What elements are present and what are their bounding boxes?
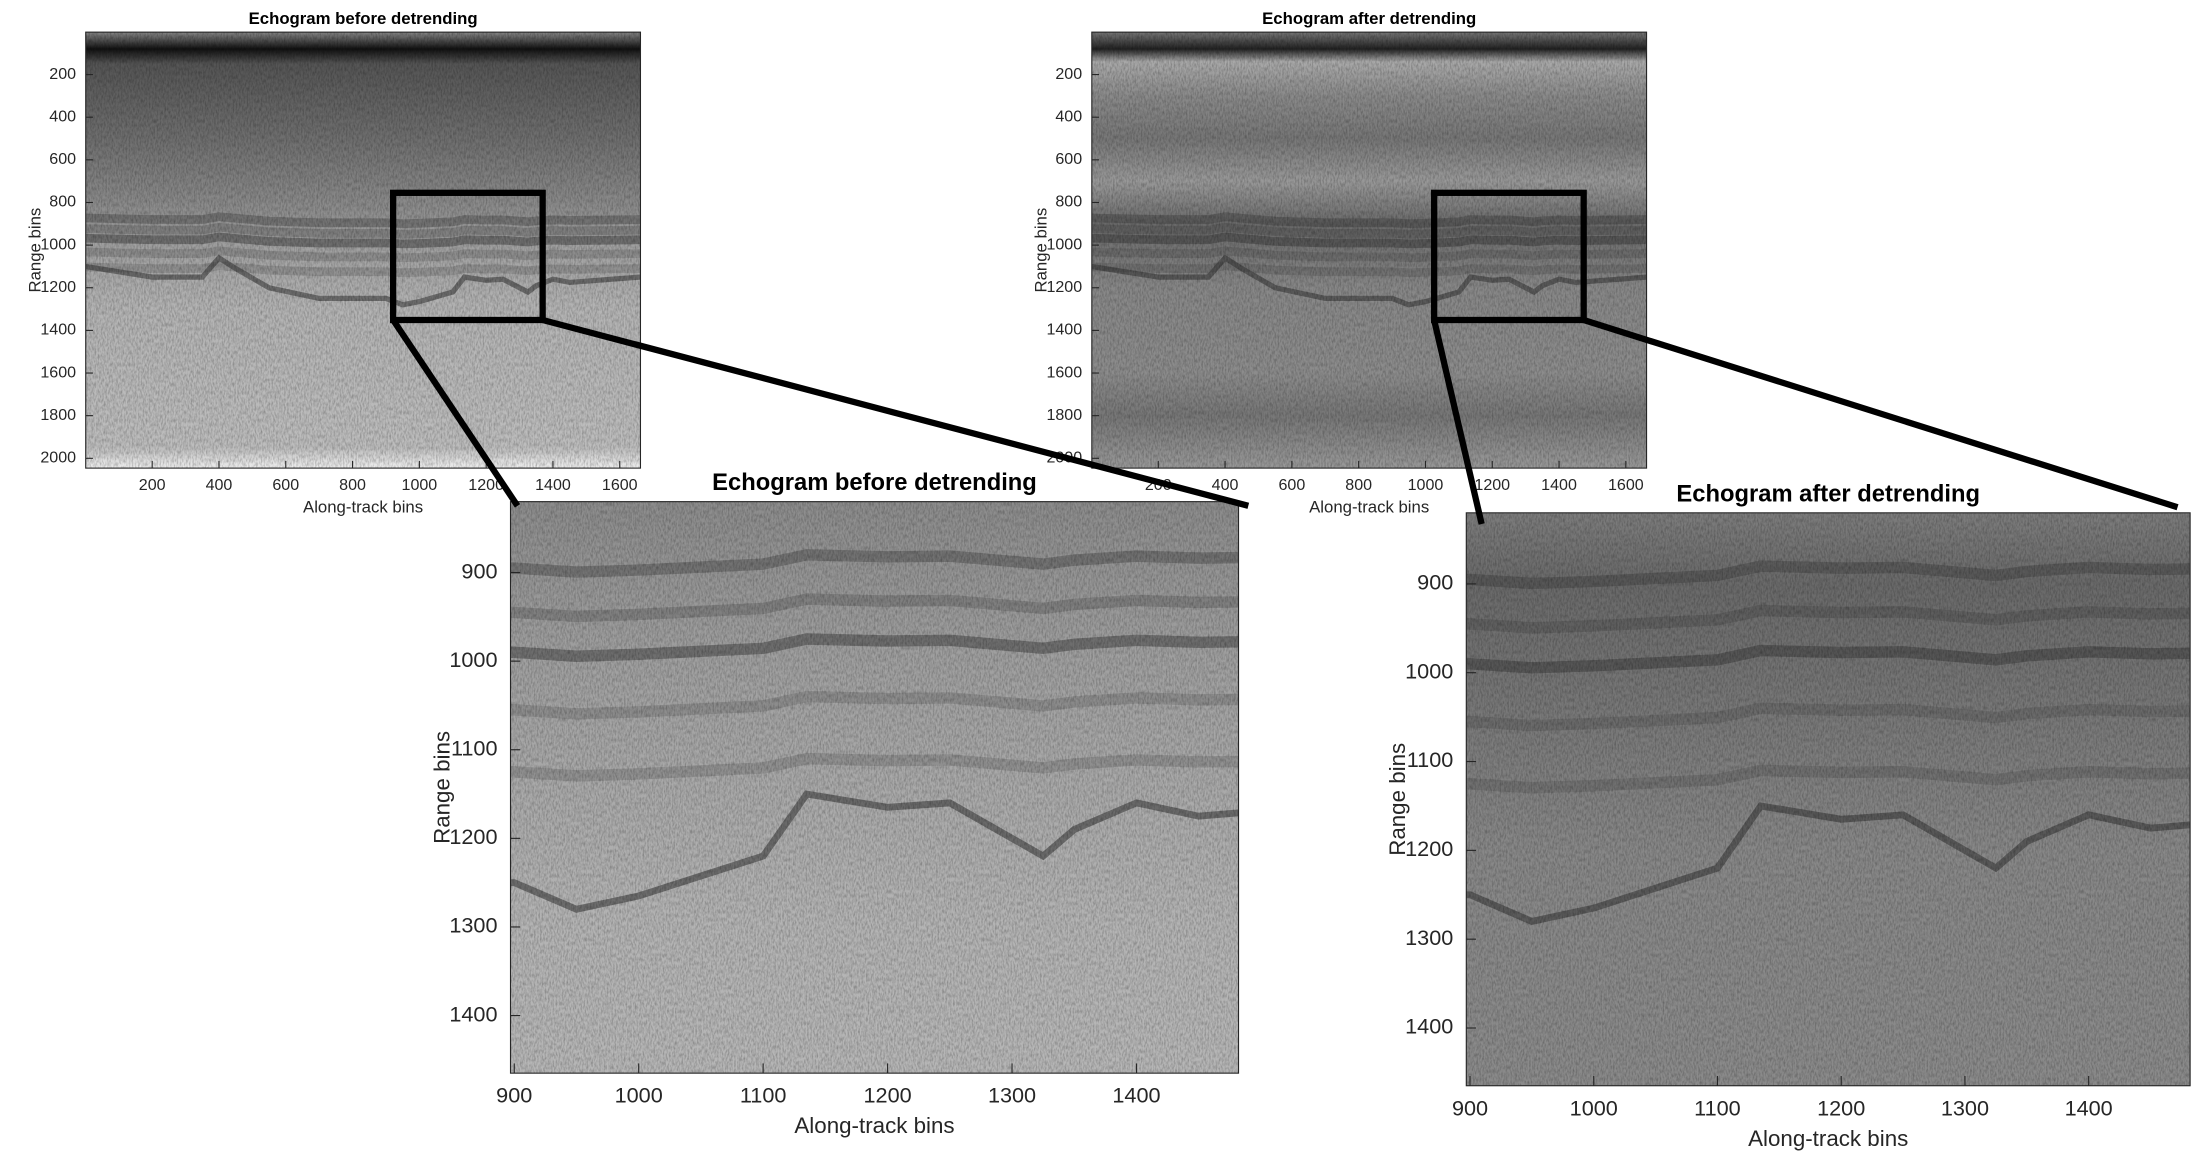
echogram-image xyxy=(1466,512,2191,1086)
x-tick-label: 1000 xyxy=(1408,476,1444,494)
y-tick-label: 1000 xyxy=(40,235,76,253)
x-tick-label: 1100 xyxy=(1694,1095,1741,1120)
y-tick-label: 1200 xyxy=(1046,278,1082,296)
y-tick-label: 1000 xyxy=(1405,658,1453,683)
y-axis-label: Range bins xyxy=(1385,743,1410,856)
y-tick-label: 200 xyxy=(49,65,76,83)
axes-box xyxy=(509,501,1240,1074)
y-tick-label: 900 xyxy=(1417,570,1453,595)
x-tick-label: 1000 xyxy=(402,476,438,494)
zoom-connector xyxy=(1582,316,2179,511)
y-tick-label: 1300 xyxy=(449,913,497,938)
axes-box xyxy=(85,31,642,469)
x-tick-label: 900 xyxy=(496,1083,532,1108)
zoom-indicators xyxy=(389,189,2179,525)
x-tick-label: 1300 xyxy=(988,1083,1036,1108)
y-tick-label: 1800 xyxy=(1046,406,1082,424)
x-tick-label: 1000 xyxy=(1570,1095,1618,1120)
y-axis-label: Range bins xyxy=(429,731,454,844)
y-tick-label: 1600 xyxy=(1046,363,1082,381)
x-tick-label: 1600 xyxy=(602,476,638,494)
y-tick-label: 1000 xyxy=(449,647,497,672)
chart-title: Echogram before detrending xyxy=(249,9,478,28)
y-tick-label: 1600 xyxy=(40,363,76,381)
x-tick-label: 900 xyxy=(1452,1095,1488,1120)
x-tick-label: 1400 xyxy=(2065,1095,2113,1120)
echogram-image xyxy=(1091,32,1647,469)
y-tick-label: 400 xyxy=(1055,107,1082,125)
zoom-connector xyxy=(541,316,1250,509)
panel: 200 400 600 800 1000 1200 1400 1600200400600800… xyxy=(1031,9,1648,517)
y-tick-label: 600 xyxy=(1055,150,1082,168)
y-tick-label: 1200 xyxy=(40,278,76,296)
x-axis-label: Along-track bins xyxy=(1748,1126,1908,1151)
zoom-box xyxy=(1431,189,1587,324)
x-tick-label: 200 xyxy=(139,476,166,494)
x-axis-label: Along-track bins xyxy=(303,498,423,517)
y-tick-label: 1800 xyxy=(40,406,76,424)
x-tick-label: 1400 xyxy=(535,476,571,494)
x-tick-label: 1400 xyxy=(1541,476,1577,494)
axes-box xyxy=(1091,31,1648,469)
y-tick-label: 1000 xyxy=(1046,235,1082,253)
x-tick-label: 1400 xyxy=(1112,1083,1160,1108)
zoom-connector xyxy=(390,318,521,508)
y-tick-label: 1300 xyxy=(1405,925,1453,950)
x-axis-label: Along-track bins xyxy=(1309,498,1429,517)
y-tick-label: 1400 xyxy=(449,1001,497,1026)
y-tick-label: 1400 xyxy=(1405,1014,1453,1039)
y-tick-label: 400 xyxy=(49,107,76,125)
axes-box xyxy=(1465,512,2191,1087)
y-tick-label: 1200 xyxy=(449,824,497,849)
x-tick-label: 1200 xyxy=(468,476,504,494)
y-tick-label: 1400 xyxy=(1046,321,1082,339)
chart-title: Echogram after detrending xyxy=(1262,9,1476,28)
y-tick-label: 800 xyxy=(1055,193,1082,211)
x-tick-label: 600 xyxy=(1278,476,1305,494)
x-tick-label: 1200 xyxy=(1817,1095,1865,1120)
y-tick-label: 1200 xyxy=(1405,836,1453,861)
x-tick-label: 400 xyxy=(206,476,233,494)
y-axis-label: Range bins xyxy=(1031,208,1050,293)
y-tick-label: 800 xyxy=(49,193,76,211)
x-tick-label: 1300 xyxy=(1941,1095,1989,1120)
x-tick-label: 800 xyxy=(339,476,366,494)
chart-title: Echogram after detrending xyxy=(1676,480,1980,507)
panel: 200 400 600 800 1000 1200 1400 1600 200 400 600 800… xyxy=(25,9,642,517)
panel: 900 1000 1100 1200 1300 1400 900 1000 1100 1200 13… xyxy=(1385,480,2191,1151)
zoom-connector xyxy=(1431,319,1485,525)
x-tick-label: 1000 xyxy=(615,1083,663,1108)
x-axis-label: Along-track bins xyxy=(794,1113,954,1138)
zoom-box xyxy=(389,189,546,324)
x-tick-label: 1100 xyxy=(740,1083,787,1108)
x-tick-label: 600 xyxy=(272,476,299,494)
y-tick-label: 2000 xyxy=(40,449,76,467)
x-tick-label: 400 xyxy=(1212,476,1239,494)
echogram-image xyxy=(85,32,641,469)
chart-title: Echogram before detrending xyxy=(712,469,1037,496)
y-tick-label: 1100 xyxy=(451,735,498,760)
y-tick-label: 1100 xyxy=(1407,747,1454,772)
y-tick-label: 200 xyxy=(1055,65,1082,83)
panel: 900 1000 1100 1200 1300 1400 900 1000 1100 1200 13… xyxy=(429,469,1240,1138)
echogram-image xyxy=(510,501,1239,1074)
y-tick-label: 600 xyxy=(49,150,76,168)
x-tick-label: 1200 xyxy=(1474,476,1510,494)
x-tick-label: 1600 xyxy=(1608,476,1644,494)
x-tick-label: 1200 xyxy=(864,1083,912,1108)
y-axis-label: Range bins xyxy=(25,208,44,293)
y-tick-label: 1400 xyxy=(40,321,76,339)
x-tick-label: 800 xyxy=(1345,476,1372,494)
y-tick-label: 900 xyxy=(461,558,497,583)
